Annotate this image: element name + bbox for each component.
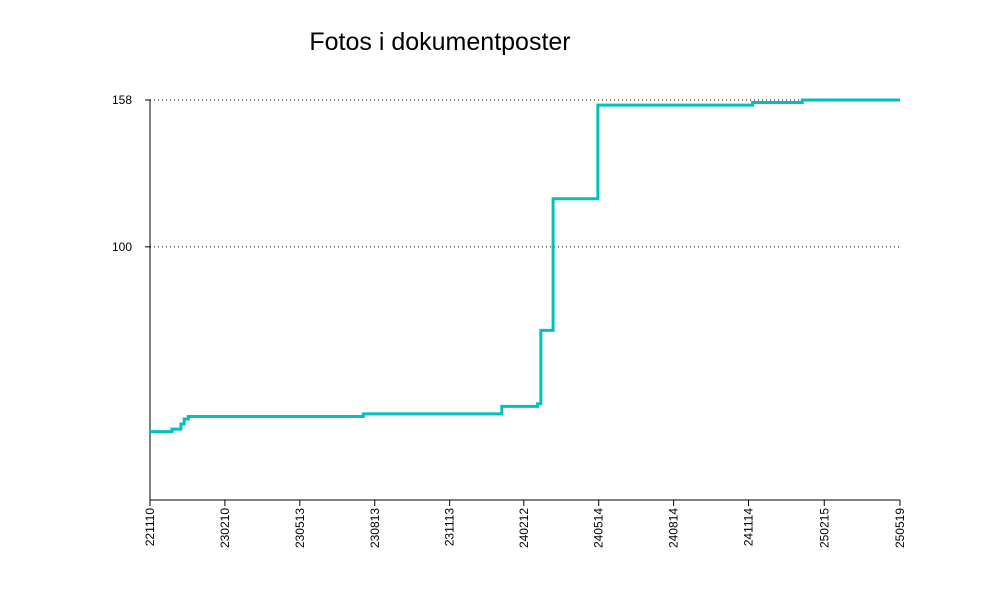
y-tick-label: 158 [112, 93, 132, 107]
chart-title: Fotos i dokumentposter [309, 28, 570, 56]
x-tick-label: 250215 [817, 508, 831, 548]
x-tick-label: 230513 [293, 508, 307, 548]
x-tick-label: 231113 [443, 508, 457, 547]
x-tick-label: 240514 [592, 508, 606, 548]
x-tick-label: 250519 [893, 508, 907, 548]
x-tick-label: 230210 [218, 508, 232, 548]
step-line [150, 98, 900, 434]
y-tick-label: 100 [112, 240, 132, 254]
x-tick-label: 230813 [368, 508, 382, 548]
x-tick-label: 240814 [667, 508, 681, 548]
x-tick-label: 241114 [742, 508, 756, 547]
x-tick-label: 221110 [143, 508, 157, 547]
x-tick-label: 240212 [517, 508, 531, 548]
